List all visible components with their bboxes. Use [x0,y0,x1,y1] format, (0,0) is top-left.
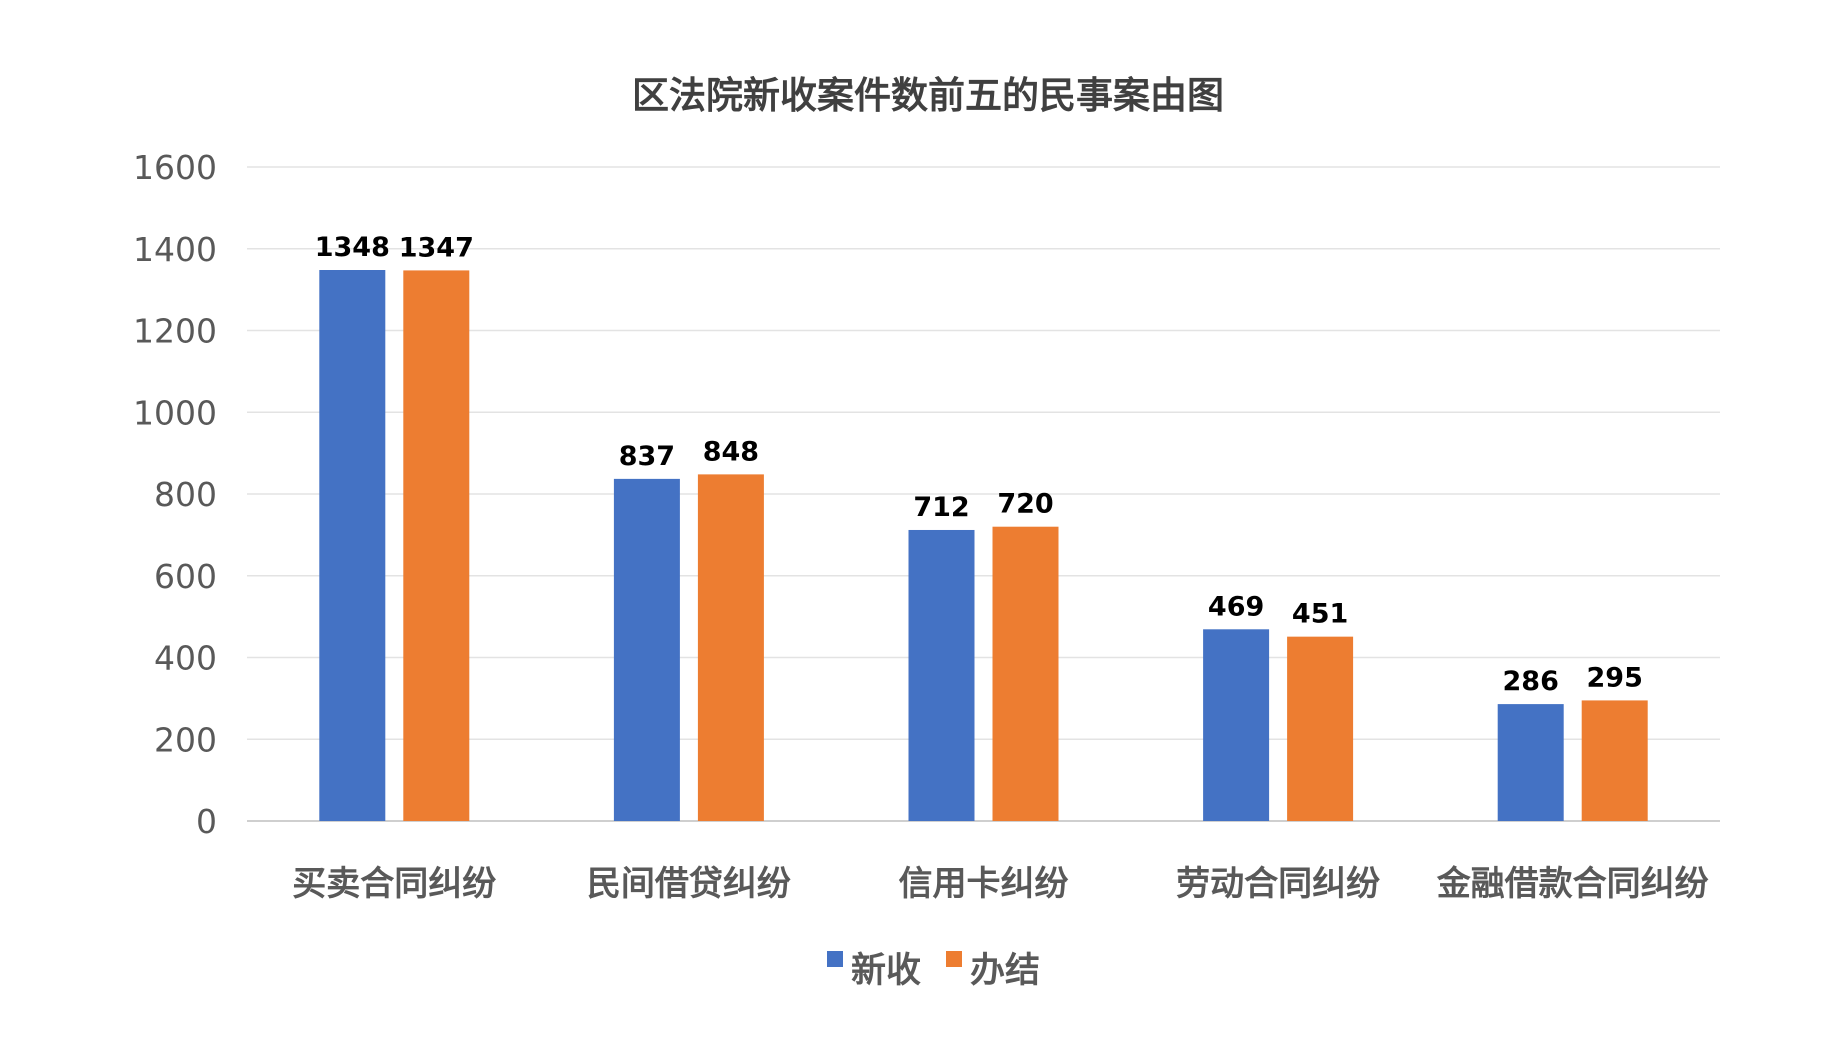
bar-办结-信用卡纠纷 [992,526,1059,821]
y-tick-label: 1200 [133,312,217,351]
bar-新收-信用卡纠纷 [908,529,975,821]
data-label: 837 [619,441,675,472]
bar-办结-劳动合同纠纷 [1287,636,1354,821]
chart-title: 区法院新收案件数前五的民事案由图 [632,74,1224,117]
x-tick-label: 民间借贷纠纷 [587,864,791,904]
bar-新收-买卖合同纠纷 [319,270,386,821]
legend-swatch [827,951,843,967]
y-tick-label: 200 [154,720,217,759]
legend-swatch [946,951,962,967]
data-labels: 1348 1347 837 848 712 720 469 451 286 295 [315,232,1643,697]
x-tick-label: 信用卡纠纷 [899,864,1069,904]
x-axis-ticks: 买卖合同纠纷 民间借贷纠纷 信用卡纠纷 劳动合同纠纷 金融借款合同纠纷 [292,864,1708,904]
gridlines [247,166,1720,822]
x-tick-label: 劳动合同纠纷 [1176,864,1380,904]
bar-办结-民间借贷纠纷 [697,474,764,821]
legend-label: 新收 [851,951,921,991]
data-label: 1347 [399,232,474,263]
y-axis-ticks: 0 200 400 600 800 1000 1200 1400 1600 [133,148,217,841]
x-tick-label: 金融借款合同纠纷 [1436,864,1709,904]
y-tick-label: 800 [154,475,217,514]
y-tick-label: 1400 [133,230,217,269]
legend-item: 办结 [946,951,1040,991]
y-tick-label: 1000 [133,393,217,432]
data-label: 451 [1292,599,1348,630]
bars [319,270,1648,821]
legend-label: 办结 [970,951,1040,991]
bar-新收-民间借贷纠纷 [613,478,680,821]
data-label: 286 [1503,666,1559,697]
bar-办结-买卖合同纠纷 [403,270,470,821]
bar-新收-劳动合同纠纷 [1203,629,1270,821]
legend-item: 新收 [827,951,921,991]
data-label: 469 [1208,591,1264,622]
y-tick-label: 600 [154,557,217,596]
data-label: 848 [703,436,759,467]
bar-新收-金融借款合同纠纷 [1497,704,1564,821]
legend: 新收 办结 [827,951,1040,991]
x-tick-label: 买卖合同纠纷 [292,864,496,904]
data-label: 712 [913,492,969,523]
data-label: 1348 [315,232,390,263]
data-label: 295 [1587,662,1643,693]
y-tick-label: 1600 [133,148,217,187]
bar-办结-金融借款合同纠纷 [1581,700,1648,821]
y-tick-label: 0 [196,802,217,841]
y-tick-label: 400 [154,639,217,678]
data-label: 720 [997,489,1053,520]
